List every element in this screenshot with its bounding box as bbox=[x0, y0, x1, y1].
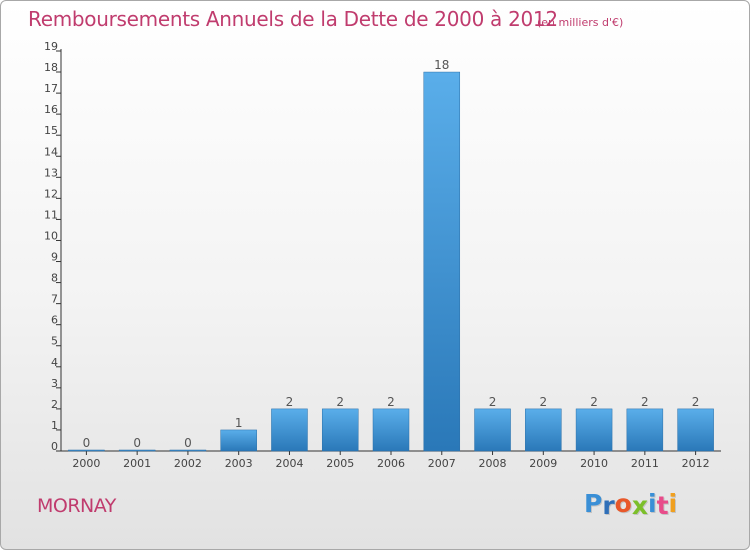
logo-letter: t bbox=[656, 491, 669, 520]
bar-2011 bbox=[626, 408, 664, 452]
y-tick-label: 2 bbox=[51, 398, 58, 411]
logo-letter: r bbox=[602, 491, 615, 520]
x-tick-label: 2010 bbox=[580, 457, 608, 470]
bar-2001 bbox=[118, 449, 156, 452]
y-tick-label: 18 bbox=[44, 61, 58, 74]
data-label: 2 bbox=[489, 395, 497, 409]
bar-2009 bbox=[525, 408, 562, 452]
x-tick-label: 2006 bbox=[377, 457, 405, 470]
x-tick-label: 2001 bbox=[123, 457, 151, 470]
y-tick-label: 9 bbox=[51, 251, 58, 264]
logo-letter: x bbox=[631, 491, 648, 520]
data-label: 2 bbox=[286, 395, 294, 409]
y-tick-label: 7 bbox=[51, 293, 58, 306]
y-tick-label: 5 bbox=[51, 335, 58, 348]
bar-2012 bbox=[677, 408, 714, 452]
bar-2006 bbox=[372, 408, 410, 452]
logo-letter: i bbox=[648, 489, 657, 518]
x-tick-label: 2003 bbox=[225, 457, 253, 470]
data-label: 0 bbox=[83, 436, 91, 450]
logo-letter: o bbox=[614, 489, 632, 518]
bar-2004 bbox=[271, 408, 308, 452]
data-label: 18 bbox=[434, 58, 449, 72]
y-tick-label: 17 bbox=[44, 82, 58, 95]
data-label: 2 bbox=[590, 395, 598, 409]
data-label: 0 bbox=[133, 436, 141, 450]
x-tick-label: 2012 bbox=[682, 457, 710, 470]
bar-2003 bbox=[220, 429, 257, 452]
logo-letter: i bbox=[668, 489, 678, 518]
x-tick-label: 2008 bbox=[479, 457, 507, 470]
y-tick-label: 10 bbox=[44, 229, 58, 242]
y-tick-label: 6 bbox=[51, 314, 58, 327]
bar-2002 bbox=[169, 449, 207, 452]
y-tick-label: 12 bbox=[44, 187, 58, 200]
y-tick-label: 4 bbox=[51, 356, 58, 369]
y-tick-label: 11 bbox=[44, 208, 58, 221]
chart-subtitle: (en milliers d'€) bbox=[537, 16, 624, 29]
y-tick-label: 14 bbox=[44, 145, 58, 158]
bar-2007 bbox=[423, 71, 461, 452]
y-tick-label: 8 bbox=[51, 272, 58, 285]
x-tick-label: 2000 bbox=[72, 457, 100, 470]
x-tick-label: 2009 bbox=[529, 457, 557, 470]
chart-title: Remboursements Annuels de la Dette de 20… bbox=[28, 7, 558, 31]
logo-letter: P bbox=[584, 489, 603, 518]
bar-2010 bbox=[575, 408, 613, 452]
y-tick-label: 1 bbox=[51, 419, 58, 432]
data-label: 2 bbox=[336, 395, 344, 409]
data-label: 2 bbox=[387, 395, 395, 409]
y-tick-label: 15 bbox=[44, 124, 58, 137]
x-tick-label: 2005 bbox=[326, 457, 354, 470]
data-label: 1 bbox=[235, 416, 243, 430]
y-tick-label: 13 bbox=[44, 166, 58, 179]
data-label: 0 bbox=[184, 436, 192, 450]
y-tick-label: 19 bbox=[44, 40, 58, 53]
x-tick-label: 2011 bbox=[631, 457, 659, 470]
y-tick-label: 0 bbox=[51, 440, 58, 453]
data-label: 2 bbox=[641, 395, 649, 409]
y-tick-label: 16 bbox=[44, 103, 58, 116]
data-label: 2 bbox=[539, 395, 547, 409]
bar-2005 bbox=[321, 408, 359, 452]
x-tick-label: 2007 bbox=[428, 457, 456, 470]
bar-2000 bbox=[68, 449, 105, 452]
bar-2008 bbox=[474, 408, 511, 452]
proxiti-logo: Proxiti bbox=[584, 489, 678, 520]
y-tick-label: 3 bbox=[51, 377, 58, 390]
commune-name: MORNAY bbox=[37, 495, 116, 517]
data-label: 2 bbox=[692, 395, 700, 409]
x-tick-label: 2002 bbox=[174, 457, 202, 470]
x-tick-label: 2004 bbox=[275, 457, 303, 470]
